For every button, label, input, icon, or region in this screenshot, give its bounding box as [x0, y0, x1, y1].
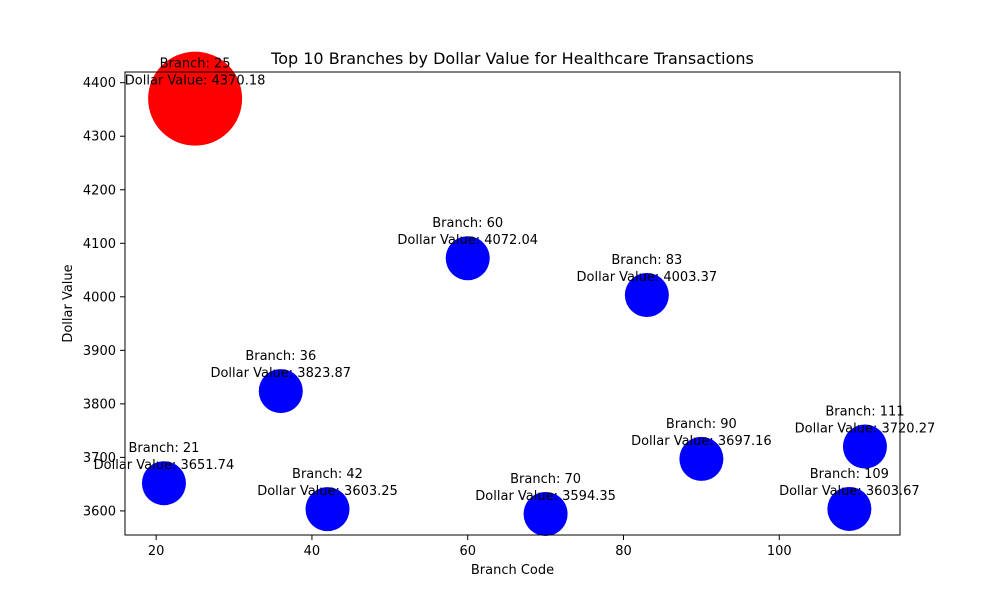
x-tick-label: 80 [615, 544, 632, 559]
y-tick-label: 4400 [83, 76, 116, 91]
y-tick-label: 3600 [83, 504, 116, 519]
point-label-value: Dollar Value: 3720.27 [795, 422, 936, 437]
y-tick-label: 4200 [83, 183, 116, 198]
y-tick-label: 3800 [83, 397, 116, 412]
chart-title: Top 10 Branches by Dollar Value for Heal… [270, 49, 754, 68]
data-point [141, 461, 186, 506]
x-tick-label: 20 [148, 544, 165, 559]
point-label-branch: Branch: 60 [432, 216, 503, 231]
point-label-branch: Branch: 42 [292, 467, 363, 482]
data-point [679, 436, 724, 481]
point-label-value: Dollar Value: 3594.35 [475, 489, 616, 504]
y-tick-label: 4000 [83, 290, 116, 305]
point-labels-layer: Branch: 25 Dollar Value: 4370.18 Branch: 6… [94, 57, 936, 504]
point-label-value: Dollar Value: 4072.04 [397, 233, 538, 248]
plot-frame [124, 71, 901, 536]
data-point [148, 51, 243, 146]
x-axis-label: Branch Code [471, 563, 554, 578]
data-point [523, 491, 568, 536]
point-label-branch: Branch: 36 [245, 349, 316, 364]
points-layer [141, 51, 887, 536]
point-label-branch: Branch: 109 [810, 467, 889, 482]
data-point [305, 487, 350, 532]
x-tick-label: 100 [767, 544, 792, 559]
x-tick-label: 60 [459, 544, 476, 559]
y-tick-label: 4100 [83, 237, 116, 252]
point-label-branch: Branch: 70 [510, 472, 581, 487]
y-tick-label: 3700 [83, 451, 116, 466]
point-label-branch: Branch: 83 [611, 253, 682, 268]
data-point [842, 424, 887, 469]
x-tick-label: 40 [304, 544, 321, 559]
point-label-branch: Branch: 90 [666, 417, 737, 432]
point-label-value: Dollar Value: 3823.87 [210, 366, 351, 381]
data-point [258, 369, 303, 414]
data-point [624, 273, 669, 318]
point-label-value: Dollar Value: 4003.37 [577, 270, 718, 285]
data-point [445, 236, 490, 281]
point-label-branch: Branch: 21 [128, 441, 199, 456]
data-point [827, 486, 872, 531]
point-label-value: Dollar Value: 4370.18 [125, 74, 266, 89]
y-tick-label: 4300 [83, 130, 116, 145]
y-axis-label: Dollar Value [61, 264, 76, 342]
point-label-value: Dollar Value: 3603.25 [257, 484, 398, 499]
point-label-value: Dollar Value: 3651.74 [94, 458, 235, 473]
point-label-value: Dollar Value: 3697.16 [631, 434, 772, 449]
x-axis: 20 40 60 80 100 [148, 535, 792, 559]
y-tick-label: 3900 [83, 344, 116, 359]
y-axis: 3600 3700 3800 3900 4000 4100 4200 4300 4400 [83, 76, 125, 519]
point-label-value: Dollar Value: 3603.67 [779, 484, 920, 499]
point-label-branch: Branch: 111 [825, 405, 904, 420]
point-label-branch: Branch: 25 [160, 57, 231, 72]
